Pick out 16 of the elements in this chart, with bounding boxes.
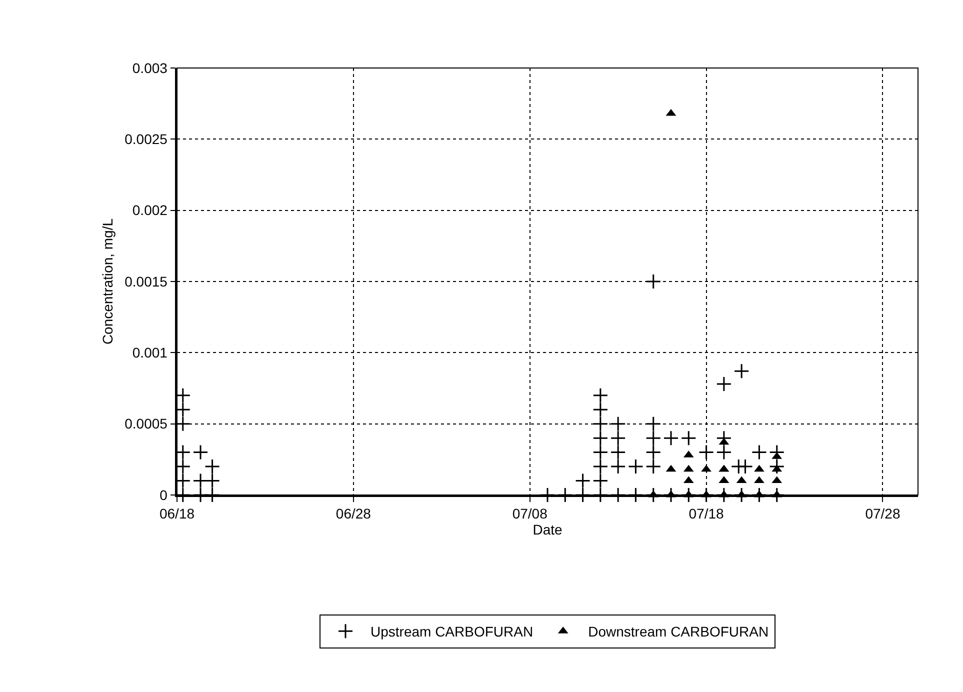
x-axis-title: Date xyxy=(532,522,562,538)
y-tick-label: 0.0025 xyxy=(124,131,168,148)
x-tick-label: 07/18 xyxy=(688,506,724,522)
x-tick-label: 06/18 xyxy=(159,506,195,522)
y-tick-label: 0.002 xyxy=(132,202,168,218)
y-tick-label: 0 xyxy=(160,486,168,503)
y-tick-label: 0.001 xyxy=(132,344,168,361)
y-tick-label: 0.0015 xyxy=(124,273,168,290)
legend-label: Downstream CARBOFURAN xyxy=(588,624,769,640)
x-tick-label: 06/28 xyxy=(336,506,372,522)
y-axis-title: Concentration, mg/L xyxy=(100,218,116,345)
legend-label: Upstream CARBOFURAN xyxy=(370,624,534,640)
y-tick-label: 0.003 xyxy=(132,60,168,76)
y-tick-label: 0.0005 xyxy=(124,416,168,432)
x-tick-label: 07/08 xyxy=(512,506,548,522)
x-tick-label: 07/28 xyxy=(865,506,900,522)
